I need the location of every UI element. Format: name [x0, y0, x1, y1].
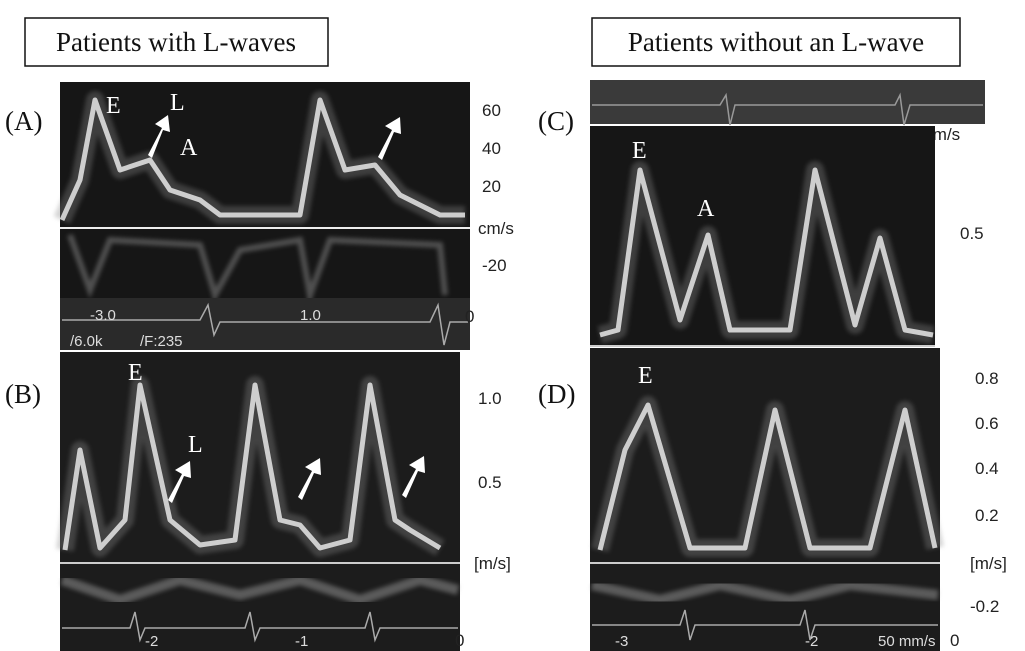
wave-label: E	[632, 138, 647, 164]
panel-a: E L A 60 40 20 cm/s -20 -3.0 1.0 0 /6.0k…	[53, 82, 514, 350]
panel-label: (D)	[538, 379, 575, 409]
ecg-trace	[592, 92, 983, 126]
sweep-label: 50 mm/s	[878, 633, 936, 650]
axis-label: 0.5	[960, 224, 984, 243]
axis-label: 60	[482, 101, 501, 120]
velocity-envelope	[62, 382, 442, 551]
wave-label: E	[106, 93, 121, 119]
axis-label: 1.0	[478, 389, 502, 408]
axis-label: 0.6	[975, 414, 999, 433]
time-label: 0	[465, 307, 474, 326]
arrow	[298, 458, 321, 500]
ecg-strip	[590, 80, 985, 124]
arrow	[168, 461, 191, 503]
axis-label: 20	[482, 177, 501, 196]
axis-label: -0.2	[970, 597, 999, 616]
ecg-strip	[60, 298, 470, 350]
time-label: 0	[455, 631, 464, 650]
panel-d: E 0.8 0.6 0.4 0.2 [m/s] -0.2 -3 -2 50 mm…	[590, 348, 1007, 651]
velocity-envelope	[597, 402, 938, 551]
panel-label: (C)	[538, 106, 574, 136]
axis-label: cm/s	[478, 219, 514, 238]
ecg-trace	[62, 302, 468, 346]
reverse-flow	[60, 574, 460, 606]
arrow	[378, 117, 401, 160]
wave-label: E	[638, 363, 653, 389]
header: Patients without an L-wave	[628, 27, 924, 57]
axis-label: 0.8	[975, 369, 999, 388]
setting-label: /F:235	[140, 333, 183, 350]
time-label: -3	[615, 633, 628, 650]
axis-label: 40	[482, 139, 501, 158]
arrow	[402, 456, 425, 498]
wave-label: A	[697, 196, 715, 222]
time-label: -2	[145, 633, 158, 650]
arrow	[148, 115, 170, 158]
time-label: -1	[295, 633, 308, 650]
header-box	[591, 17, 961, 67]
axis-label: 0.4	[975, 459, 999, 478]
time-label: -2	[805, 633, 818, 650]
time-label: 1.0	[300, 307, 321, 324]
setting-label: /6.0k	[70, 333, 103, 350]
ecg-trace	[592, 609, 938, 641]
panel-label: (A)	[5, 106, 42, 136]
axis-label: [m/s]	[970, 554, 1007, 573]
panel-label: (B)	[5, 379, 41, 409]
velocity-envelope	[599, 167, 934, 338]
velocity-envelope	[59, 97, 465, 222]
wave-label: L	[188, 432, 203, 458]
time-label: -3.0	[90, 307, 116, 324]
wave-label: L	[170, 90, 185, 116]
wave-label: E	[128, 360, 143, 386]
panel-c: 50 mm/s E A 0.5	[590, 80, 985, 347]
axis-label: 0.2	[975, 506, 999, 525]
axis-label: [m/s]	[474, 554, 511, 573]
panel-b: E L 1.0 0.5 [m/s] -2 -1 0	[56, 352, 511, 651]
time-label: 0	[950, 631, 959, 650]
axis-label: -20	[482, 256, 507, 275]
reverse-flow	[590, 579, 939, 606]
header: Patients with L-waves	[56, 27, 296, 57]
axis-label: 0.5	[478, 473, 502, 492]
header-box	[24, 17, 329, 67]
reverse-flow	[67, 233, 448, 307]
wave-label: A	[180, 135, 198, 161]
ecg-trace	[62, 611, 458, 643]
